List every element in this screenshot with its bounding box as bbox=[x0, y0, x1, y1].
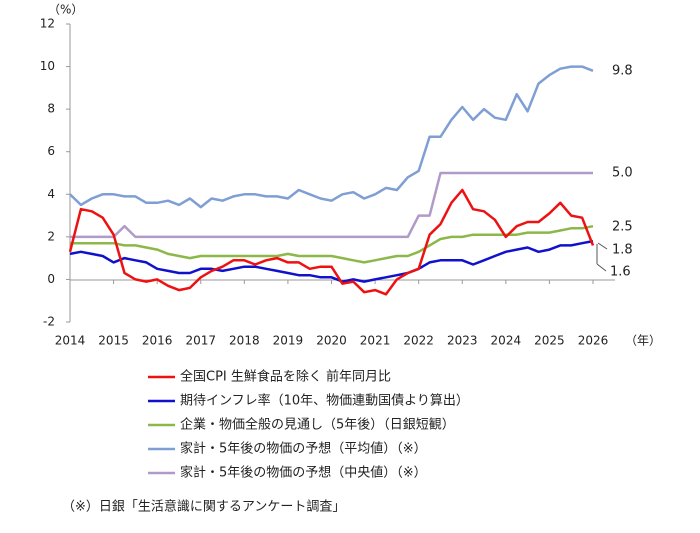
x-tick-label: 2019 bbox=[273, 334, 304, 348]
x-unit: （年） bbox=[625, 334, 661, 348]
y-tick-label: 0 bbox=[47, 272, 55, 286]
end-label: 2.5 bbox=[612, 220, 633, 235]
x-tick-label: 2014 bbox=[55, 334, 86, 348]
x-tick-label: 2017 bbox=[185, 334, 216, 348]
legend-item: 期待インフレ率（10年、物価連動国債より算出） bbox=[148, 393, 469, 409]
legend-item: 家計・5年後の物価の予想（中央値）（※） bbox=[148, 465, 427, 481]
x-tick-label: 2025 bbox=[534, 334, 565, 348]
y-tick-label: 10 bbox=[40, 59, 55, 73]
x-tick-label: 2015 bbox=[98, 334, 129, 348]
leader-line bbox=[597, 242, 608, 250]
end-label: 1.8 bbox=[612, 243, 633, 258]
legend-label: 全国CPI 生鮮食品を除く 前年同月比 bbox=[180, 369, 391, 385]
legend-item: 家計・5年後の物価の予想（平均値）（※） bbox=[148, 441, 427, 457]
end-label: 5.0 bbox=[612, 166, 633, 181]
legend-label: 企業・物価全般の見通し（5年後）（日銀短観） bbox=[180, 417, 455, 433]
y-tick-label: 4 bbox=[47, 187, 55, 201]
series-line bbox=[69, 65, 594, 209]
x-tick-label: 2020 bbox=[316, 334, 347, 348]
legend-label: 家計・5年後の物価の予想（中央値）（※） bbox=[180, 465, 427, 481]
legend-item: 全国CPI 生鮮食品を除く 前年同月比 bbox=[148, 369, 391, 385]
footnote: （※）日銀「生活意識に関するアンケート調査」 bbox=[62, 499, 345, 515]
y-tick-label: 2 bbox=[47, 229, 55, 243]
legend-label: 期待インフレ率（10年、物価連動国債より算出） bbox=[180, 393, 469, 409]
y-tick-label: -2 bbox=[43, 315, 55, 329]
series-line bbox=[70, 171, 593, 239]
x-tick-label: 2023 bbox=[447, 334, 478, 348]
end-label: 1.6 bbox=[610, 265, 631, 280]
x-tick-label: 2021 bbox=[360, 334, 391, 348]
legend-label: 家計・5年後の物価の予想（平均値）（※） bbox=[180, 441, 427, 457]
x-tick-label: 2022 bbox=[403, 334, 434, 348]
end-label: 9.8 bbox=[612, 64, 633, 79]
legend-item: 企業・物価全般の見通し（5年後）（日銀短観） bbox=[148, 417, 455, 433]
x-tick-label: 2018 bbox=[229, 334, 260, 348]
series-line bbox=[68, 188, 595, 296]
x-tick-label: 2026 bbox=[578, 334, 609, 348]
series-line bbox=[70, 224, 594, 264]
series-line bbox=[69, 239, 594, 283]
x-tick-label: 2024 bbox=[491, 334, 522, 348]
y-unit: （%） bbox=[48, 3, 83, 17]
y-tick-label: 12 bbox=[40, 17, 55, 31]
y-tick-label: 8 bbox=[47, 102, 55, 116]
x-tick-label: 2016 bbox=[142, 334, 173, 348]
leader-line bbox=[596, 263, 607, 272]
y-tick-label: 6 bbox=[47, 144, 55, 158]
